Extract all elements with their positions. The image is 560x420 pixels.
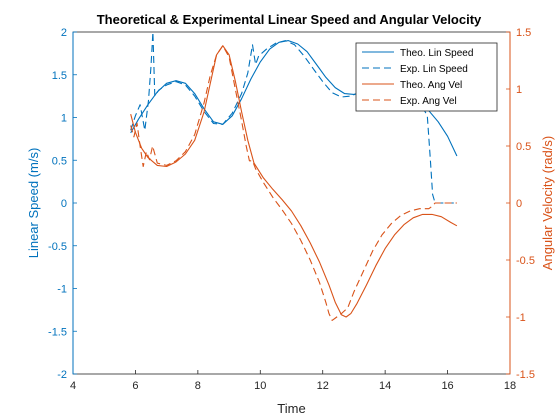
left-y-tick-label: 0 (61, 198, 67, 210)
right-y-tick-label: 1 (516, 84, 522, 96)
left-y-axis-label: Linear Speed (m/s) (26, 148, 41, 259)
x-tick-label: 8 (195, 380, 201, 392)
right-y-tick-label: -1 (516, 312, 526, 324)
legend-entry-label: Theo. Lin Speed (400, 48, 473, 59)
left-y-tick-label: 1 (61, 113, 67, 125)
x-axis: 4 6 8 10 12 14 16 18 (70, 370, 516, 392)
x-tick-label: 16 (441, 380, 453, 392)
left-y-axis: -2 -1.5 -1 -0.5 0 0.5 1 1.5 2 (48, 27, 77, 381)
legend: Theo. Lin Speed Exp. Lin Speed Theo. Ang V… (356, 43, 497, 111)
left-y-tick-label: -2 (57, 369, 67, 381)
right-y-tick-label: 1.5 (516, 27, 531, 39)
legend-entry-label: Theo. Ang Vel (400, 80, 462, 91)
left-y-tick-label: 1.5 (52, 70, 67, 82)
x-tick-label: 4 (70, 380, 76, 392)
left-y-tick-label: 2 (61, 27, 67, 39)
left-y-tick-label: -1.5 (48, 326, 67, 338)
chart-title: Theoretical & Experimental Linear Speed … (97, 12, 482, 27)
x-tick-label: 18 (504, 380, 516, 392)
right-y-tick-label: -0.5 (516, 255, 535, 267)
x-tick-label: 10 (254, 380, 266, 392)
x-tick-label: 14 (379, 380, 391, 392)
right-y-axis-label: Angular Velocity (rad/s) (540, 136, 555, 270)
x-tick-label: 6 (132, 380, 138, 392)
right-y-axis: -1.5 -1 -0.5 0 0.5 1 1.5 (506, 27, 535, 381)
left-y-tick-label: -0.5 (48, 241, 67, 253)
x-tick-label: 12 (317, 380, 329, 392)
legend-entry-label: Exp. Lin Speed (400, 64, 468, 75)
left-y-tick-label: 0.5 (52, 155, 67, 167)
right-y-tick-label: 0 (516, 198, 522, 210)
right-y-tick-label: 0.5 (516, 141, 531, 153)
right-y-tick-label: -1.5 (516, 369, 535, 381)
x-axis-label: Time (277, 401, 305, 416)
legend-entry-label: Exp. Ang Vel (400, 96, 457, 107)
left-y-tick-label: -1 (57, 284, 67, 296)
